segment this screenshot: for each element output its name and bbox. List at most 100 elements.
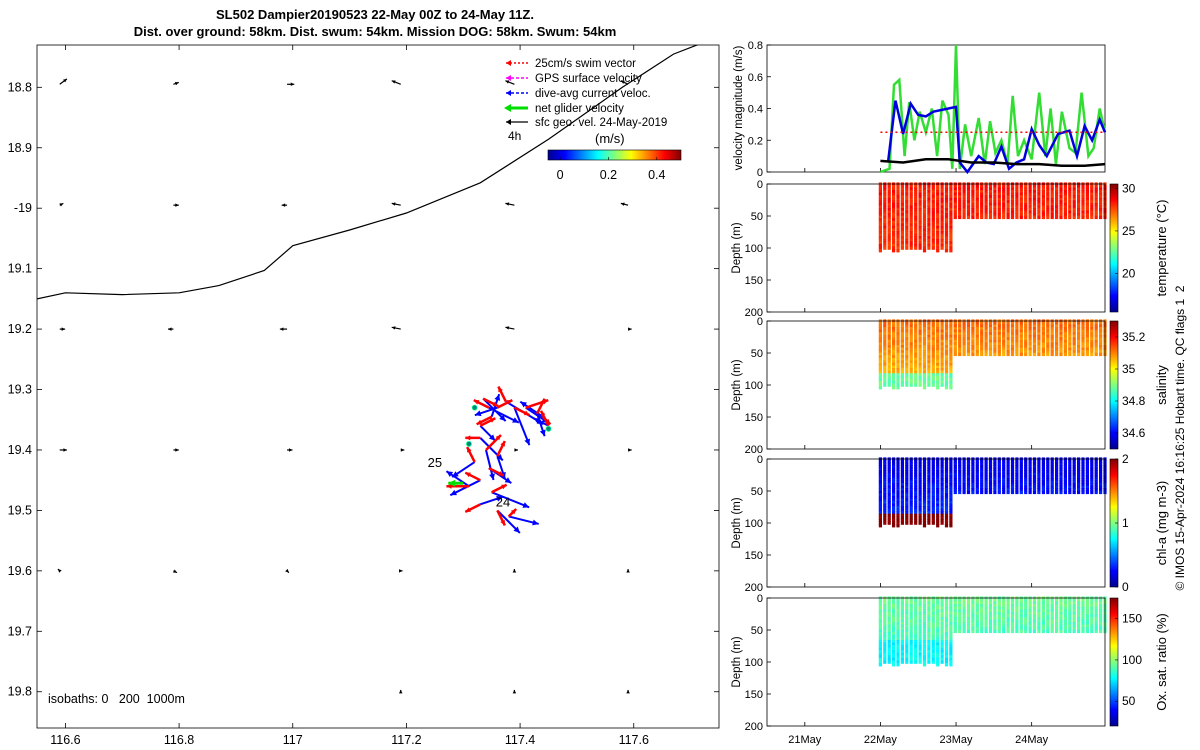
chla-sample [1050, 472, 1054, 477]
geo-vector [399, 569, 403, 573]
salinity-sample [1063, 332, 1067, 336]
oxygen-sample [1094, 599, 1098, 603]
oxygen-sample [949, 629, 953, 634]
salinity-sample [1085, 327, 1089, 331]
salinity-sample [1046, 339, 1050, 344]
salinity-sample [896, 378, 900, 382]
salinity-sample [1059, 345, 1063, 349]
chla-sample [909, 508, 913, 512]
salinity-sample [997, 350, 1001, 354]
map-x-tick-label: 117 [283, 733, 303, 747]
chla-sample [900, 465, 904, 469]
oxygen-sample [962, 624, 966, 628]
temperature-sample [940, 220, 944, 225]
map-y-tick-label: -19 [14, 201, 32, 215]
oxygen-sample [936, 611, 940, 616]
salinity-sample [1099, 337, 1103, 341]
oxygen-sample [887, 639, 891, 644]
oxygen-sample [1028, 624, 1032, 628]
salinity-sample [1081, 337, 1085, 341]
temperature-sample [1081, 210, 1085, 214]
salinity-sample [958, 339, 962, 344]
oxygen-sample [896, 632, 900, 636]
chla-sample [892, 500, 896, 505]
oxygen-sample [931, 645, 935, 649]
temperature-sample [997, 187, 1001, 191]
current-vector [536, 413, 546, 437]
chla-sample [892, 477, 896, 482]
chla-sample [1032, 462, 1037, 466]
oxygen-sample [918, 645, 922, 649]
salinity-sample [988, 329, 993, 333]
chla-sample [940, 475, 944, 479]
oxygen-sample [936, 647, 940, 651]
salinity-sample [1081, 327, 1085, 331]
temperature-sample [1032, 190, 1037, 194]
temperature-sample [1015, 213, 1019, 217]
salinity-sample [927, 360, 931, 364]
chla-sample [883, 516, 887, 520]
oxygen-sample [962, 616, 966, 621]
salinity-sample [958, 350, 962, 354]
salinity-sample [949, 342, 953, 346]
salinity-sample [905, 365, 909, 369]
oxygen-sample [1032, 619, 1037, 623]
temperature-sample [1041, 215, 1045, 220]
oxygen-sample [896, 611, 900, 616]
oxygen-sample [936, 632, 940, 636]
temperature-sample [984, 187, 988, 191]
swim-vector-head [500, 519, 505, 526]
chla-sample [918, 511, 922, 515]
oxygen-sample [997, 611, 1001, 616]
salinity-sample [892, 329, 896, 333]
temperature-sample [1050, 195, 1054, 199]
salinity-sample [980, 334, 984, 339]
temperature-sample [1050, 187, 1054, 191]
temperature-sample [949, 243, 953, 248]
oxygen-sample [900, 604, 904, 608]
temperature-sample [1099, 185, 1103, 189]
temperature-sample [914, 233, 918, 237]
gps-fix-marker [545, 425, 552, 432]
oxygen-sample [1077, 601, 1081, 605]
oxygen-sample [980, 616, 984, 621]
oxygen-sample [1094, 627, 1098, 631]
chla-sample [944, 495, 949, 500]
chla-sample [1072, 470, 1076, 474]
chla-sample [966, 467, 971, 471]
chla-sample [988, 485, 993, 489]
chla-sample [1019, 488, 1023, 492]
geo-vector [512, 569, 517, 573]
temperature-sample [1006, 215, 1010, 220]
salinity-sample [1046, 342, 1050, 346]
oxygen-sample [1041, 609, 1045, 613]
salinity-sample [1002, 337, 1006, 341]
salinity-sample [966, 322, 971, 326]
oxygen-sample [1063, 601, 1067, 605]
salinity-sample [887, 383, 891, 387]
oxygen-sample [958, 624, 962, 628]
chla-sample [931, 500, 935, 505]
oxygen-sample [1019, 622, 1023, 626]
chla-sample [914, 493, 918, 497]
salinity-sample [988, 350, 993, 354]
chla-sample [1010, 483, 1015, 487]
salinity-sample [962, 322, 966, 326]
swim-vector [464, 503, 481, 513]
salinity-sample [1041, 350, 1045, 354]
temperature-sample [958, 187, 962, 191]
salinity-sample [896, 339, 900, 344]
chla-sample [1019, 475, 1023, 479]
temperature-sample [953, 202, 957, 207]
chla-sample [1006, 470, 1010, 474]
chla-sample [909, 472, 913, 477]
salinity-sample [949, 362, 953, 367]
oxygen-sample [1063, 619, 1067, 623]
oxygen-sample [914, 655, 918, 659]
chla-sample [896, 511, 900, 515]
chla-sample [1090, 480, 1094, 484]
temperature-sample [905, 223, 909, 227]
salinity-sample [892, 347, 896, 351]
oxygen-colorbar-tick-label: 50 [1122, 694, 1136, 708]
chla-sample [944, 467, 949, 471]
